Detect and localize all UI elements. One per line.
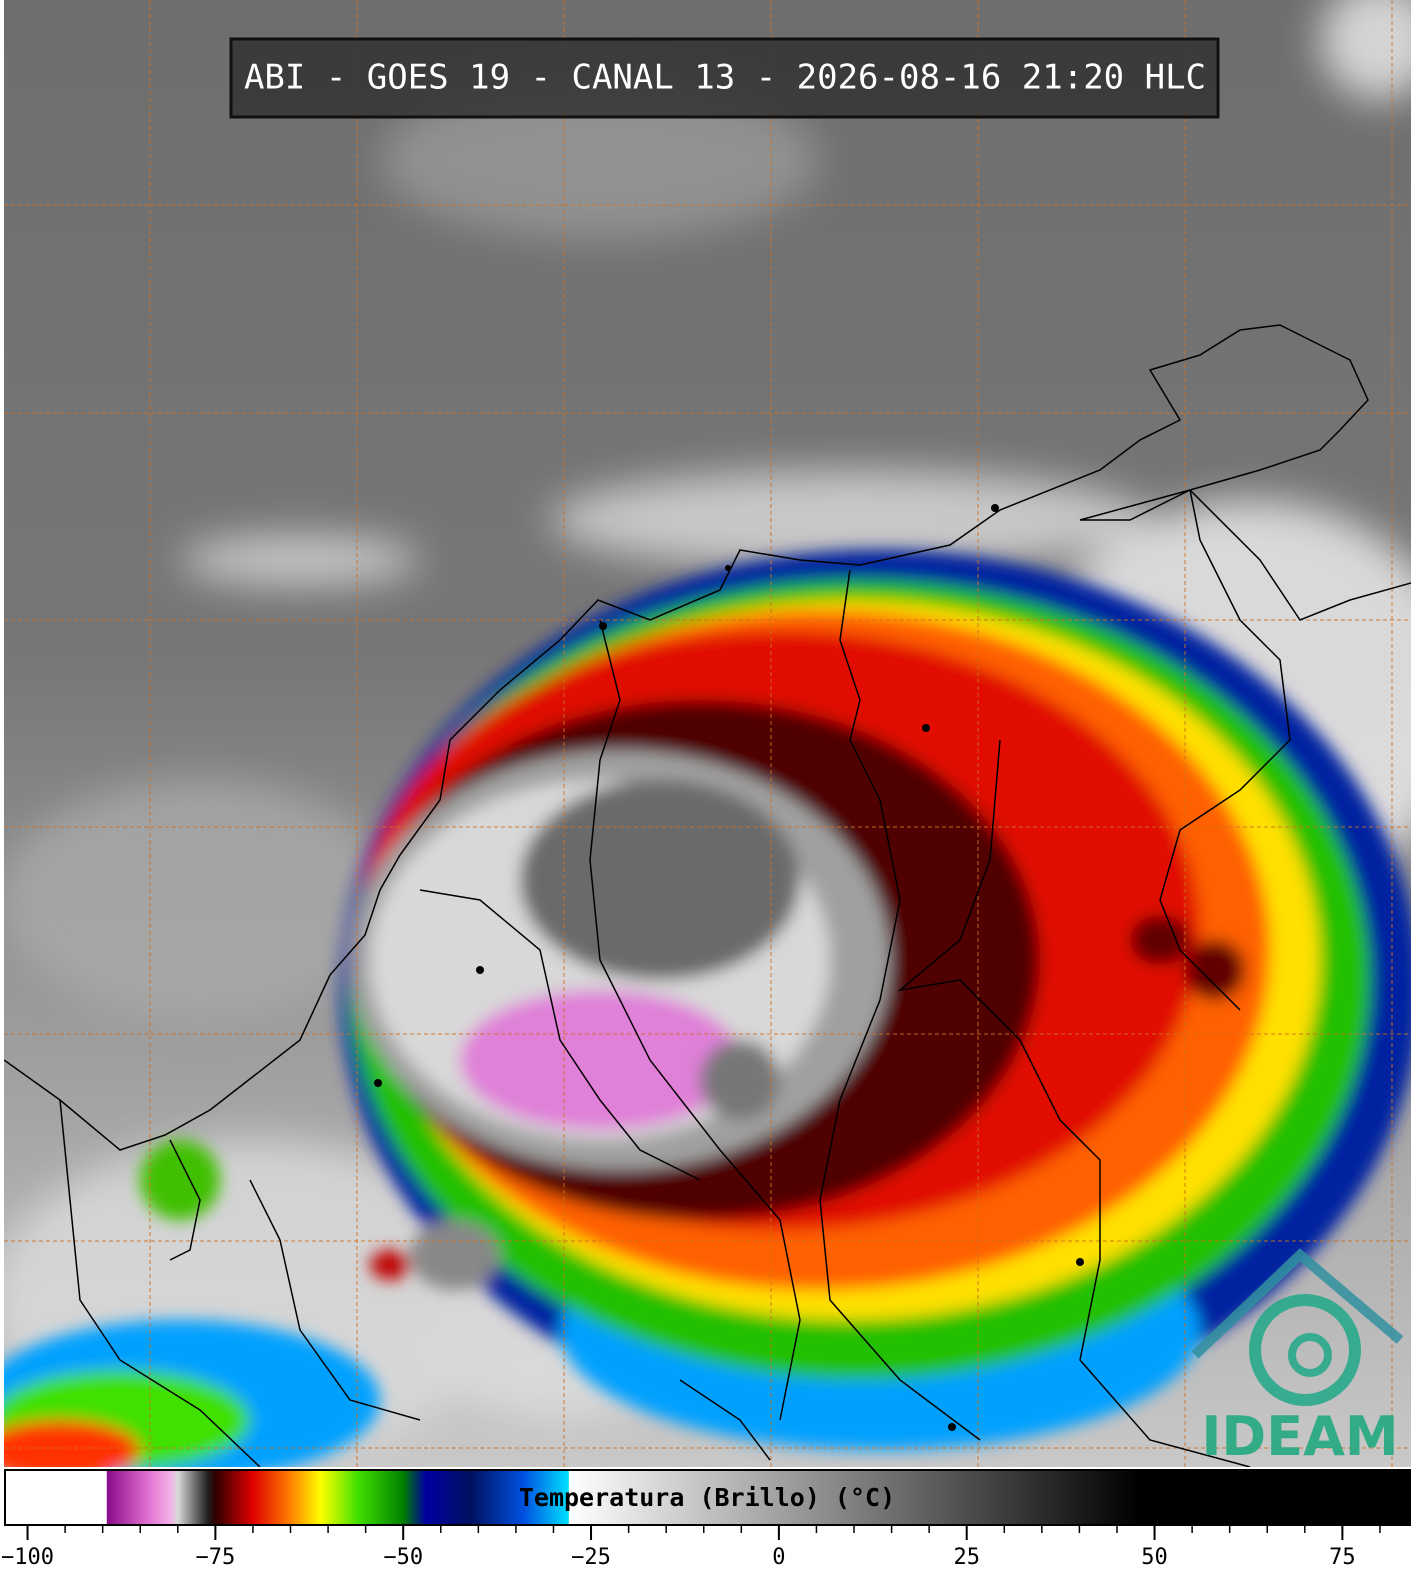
tick-label: 25 (953, 1545, 980, 1570)
title-box: ABI - GOES 19 - CANAL 13 - 2026-08-16 21… (229, 37, 1220, 119)
tick-label: −50 (383, 1545, 423, 1570)
borders (4, 324, 1411, 1467)
city-markers (374, 504, 1084, 1431)
colorbar-label: Temperatura (Brillo) (°C) (519, 1483, 895, 1512)
grid (4, 0, 1411, 1467)
logo-text: IDEAM (1201, 1405, 1398, 1468)
tick-label: 0 (772, 1545, 785, 1570)
satellite-image: IDEAM (4, 0, 1411, 1468)
tick-label: −100 (1, 1545, 54, 1570)
tick-label: −75 (195, 1545, 235, 1570)
colorbar: Temperatura (Brillo) (°C) −100 −75 −50 −25 0… (1, 1469, 1411, 1570)
title: ABI - GOES 19 - CANAL 13 - 2026-08-16 21… (244, 58, 1206, 98)
tick-label: −25 (571, 1545, 611, 1570)
logo: IDEAM (1191, 1248, 1404, 1468)
tick-label: 75 (1329, 1545, 1356, 1570)
tick-label: 50 (1141, 1545, 1168, 1570)
